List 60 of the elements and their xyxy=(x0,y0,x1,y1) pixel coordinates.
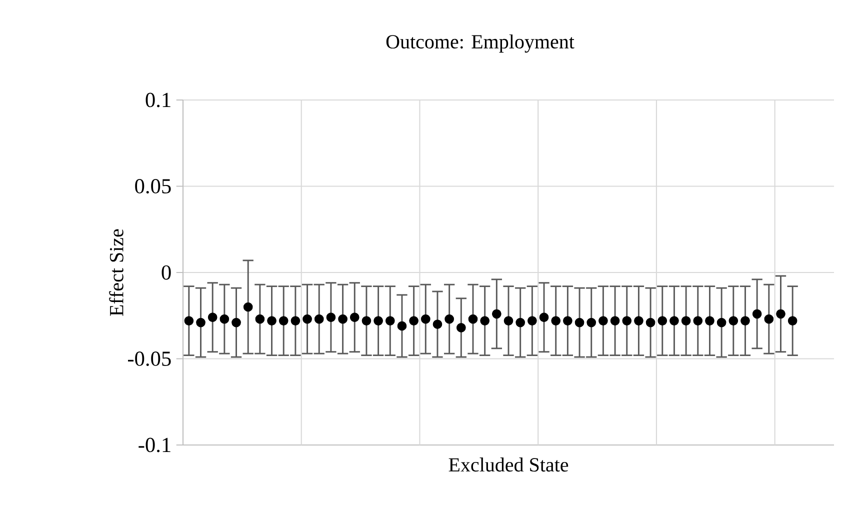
y-axis-title: Effect Size xyxy=(109,229,124,316)
point xyxy=(456,323,466,332)
point xyxy=(338,314,348,324)
point xyxy=(290,316,300,326)
point xyxy=(776,309,786,319)
point xyxy=(574,318,584,328)
point xyxy=(681,316,691,326)
point xyxy=(208,312,218,322)
point xyxy=(551,316,561,326)
y-tick-label: 0.05 xyxy=(135,179,171,194)
y-tick-label: 0.1 xyxy=(146,92,170,108)
point xyxy=(409,316,418,326)
point xyxy=(693,316,703,326)
point xyxy=(516,318,526,328)
point xyxy=(220,314,230,324)
point xyxy=(504,316,514,326)
point xyxy=(528,316,537,326)
point xyxy=(196,318,206,328)
point xyxy=(492,309,502,319)
point xyxy=(658,316,668,326)
point xyxy=(788,316,798,326)
point xyxy=(752,309,762,319)
point xyxy=(420,314,430,324)
chart-title: Outcome: Employment xyxy=(386,34,574,53)
point xyxy=(598,316,608,326)
point xyxy=(232,318,241,328)
y-tick-label: -0.05 xyxy=(128,352,171,366)
point xyxy=(243,302,253,312)
point xyxy=(385,316,395,326)
point xyxy=(646,318,656,328)
point xyxy=(480,316,490,326)
point xyxy=(397,321,407,331)
y-tick-label: -0.1 xyxy=(138,438,170,452)
point xyxy=(586,318,596,328)
point xyxy=(670,316,679,326)
point xyxy=(302,314,312,324)
point xyxy=(705,316,714,326)
point xyxy=(610,316,620,326)
point xyxy=(278,316,288,326)
point xyxy=(563,316,572,326)
point xyxy=(764,314,774,324)
point xyxy=(622,316,632,326)
point xyxy=(444,314,454,324)
point xyxy=(326,312,336,322)
point xyxy=(468,314,478,324)
point xyxy=(267,316,276,326)
y-tick-label: 0 xyxy=(162,265,171,280)
point xyxy=(374,316,383,326)
point xyxy=(728,316,738,326)
point xyxy=(740,316,750,326)
point xyxy=(184,316,194,326)
point xyxy=(362,316,372,326)
x-axis-title: Excluded State xyxy=(448,458,568,472)
point xyxy=(432,320,442,329)
point xyxy=(350,312,360,322)
point xyxy=(255,314,265,324)
point xyxy=(314,314,324,324)
point xyxy=(634,316,644,326)
point xyxy=(539,312,549,322)
point xyxy=(716,318,726,328)
